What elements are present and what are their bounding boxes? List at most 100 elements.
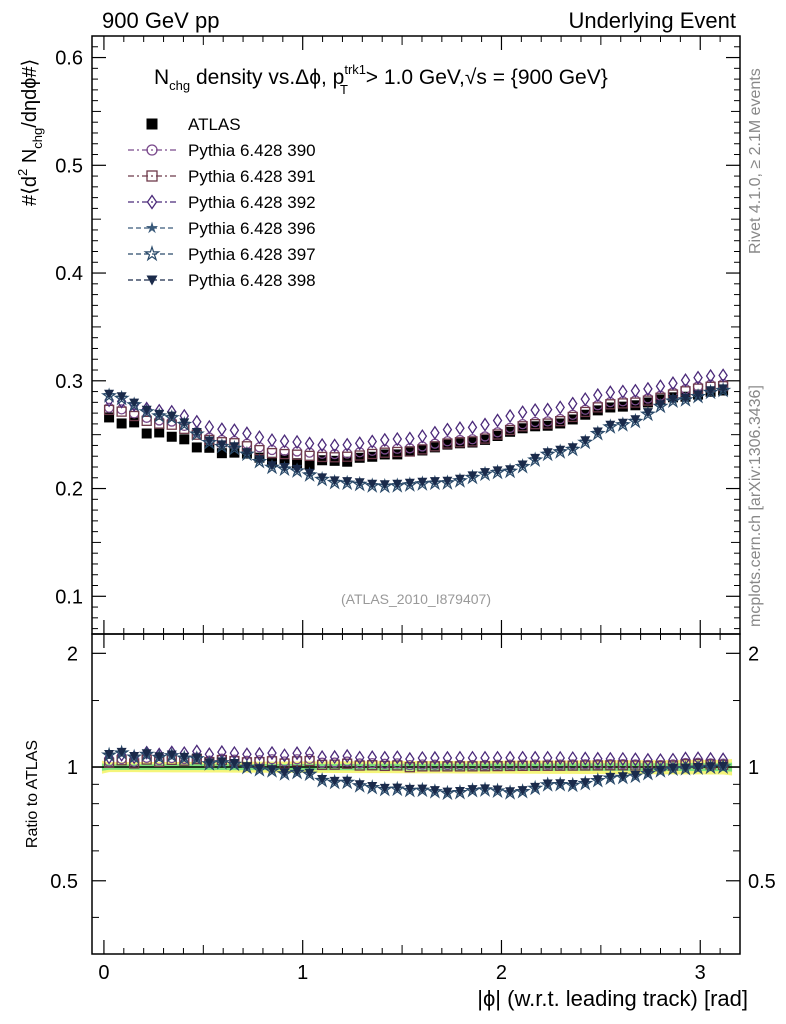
data-point <box>630 397 641 408</box>
data-point <box>154 427 165 438</box>
data-point <box>166 431 177 442</box>
legend-label: Pythia 6.428 391 <box>188 167 316 186</box>
data-point <box>266 447 278 459</box>
ratio-point <box>342 758 353 769</box>
data-point <box>317 437 327 453</box>
ratio-point <box>379 760 390 772</box>
ratio-point <box>567 760 578 771</box>
ratio-point <box>480 784 491 794</box>
ratio-point <box>467 750 478 765</box>
ratio-y-axis-label: Ratio to ATLAS <box>24 740 41 848</box>
ratio-point <box>655 765 666 775</box>
ratio-tick-label-left: 1 <box>67 757 78 779</box>
ratio-point <box>392 783 403 793</box>
ratio-point <box>605 772 616 782</box>
data-point <box>204 419 215 435</box>
data-point <box>655 400 666 410</box>
data-point <box>267 433 277 448</box>
ratio-point <box>567 751 578 766</box>
ratio-point <box>492 785 503 795</box>
data-point <box>367 448 378 460</box>
data-point <box>605 420 616 430</box>
data-point <box>580 406 591 418</box>
ratio-point <box>329 759 340 770</box>
data-point <box>492 413 503 428</box>
y-tick-label: 0.6 <box>55 48 83 70</box>
data-point <box>630 383 641 398</box>
ratio-point <box>555 779 566 789</box>
ratio-point <box>454 761 466 772</box>
ratio-point <box>593 751 603 766</box>
ratio-point <box>216 757 227 767</box>
ratio-point <box>642 768 653 778</box>
data-point <box>467 437 478 448</box>
data-point <box>404 478 415 488</box>
ratio-point <box>617 772 628 782</box>
data-point <box>693 390 704 400</box>
data-point <box>316 451 328 463</box>
data-point <box>480 468 491 478</box>
data-point <box>392 431 403 447</box>
y-axis-label: #⟨d2 Nchg/dηdϕ#⟩ <box>15 59 45 206</box>
data-point <box>254 430 265 445</box>
legend-item: ATLAS <box>146 115 241 134</box>
data-point <box>392 446 403 458</box>
ylabel-p1: #⟨d <box>19 176 41 206</box>
series-main <box>100 368 732 494</box>
title-energy: = {900 GeV} <box>487 66 608 89</box>
ratio-point <box>605 751 616 767</box>
data-point <box>141 428 152 439</box>
data-point <box>467 436 478 447</box>
ratio-series-6 <box>104 747 729 797</box>
ratio-point <box>342 748 352 764</box>
data-point <box>505 408 515 424</box>
data-point <box>442 476 453 486</box>
ratio-point <box>129 751 140 761</box>
data-point <box>279 463 290 473</box>
title-sqrt: √s <box>465 66 487 89</box>
legend-label: Pythia 6.428 392 <box>188 193 316 212</box>
data-point <box>492 466 503 476</box>
legend-marker <box>146 194 158 210</box>
data-point <box>417 477 428 487</box>
data-point <box>116 392 127 402</box>
data-point <box>317 455 328 466</box>
ratio-point <box>693 762 704 772</box>
y-tick-label: 0.2 <box>55 479 83 501</box>
legend-label: Pythia 6.428 398 <box>188 271 316 290</box>
ratio-point <box>292 766 303 776</box>
data-point <box>429 441 441 452</box>
data-point <box>530 402 540 418</box>
data-point <box>643 381 653 397</box>
ratio-point <box>492 760 503 772</box>
legend-marker <box>146 170 158 182</box>
data-point <box>229 447 240 458</box>
ratio-point <box>367 760 378 771</box>
data-point <box>492 429 503 440</box>
data-point <box>342 437 352 452</box>
data-point <box>191 442 202 453</box>
data-point <box>329 476 340 486</box>
data-point <box>217 422 227 437</box>
title-nchg: N <box>154 66 169 89</box>
data-point <box>204 442 215 453</box>
data-point <box>342 451 353 462</box>
ratio-point <box>354 760 365 771</box>
ratio-point <box>480 750 490 765</box>
ratio-point <box>517 750 528 765</box>
ratio-point <box>492 750 503 765</box>
data-point <box>655 379 666 394</box>
legend-label: Pythia 6.428 397 <box>188 245 316 264</box>
data-point <box>404 446 415 457</box>
ratio-point <box>718 761 729 771</box>
ratio-point <box>592 760 603 771</box>
data-point <box>505 465 516 475</box>
ratio-point <box>141 749 152 759</box>
data-point <box>429 442 440 453</box>
header-right: Underlying Event <box>568 8 736 33</box>
ratio-point <box>316 759 328 770</box>
watermark: (ATLAS_2010_I879407) <box>341 591 491 607</box>
ratio-point <box>417 761 428 772</box>
data-point <box>592 427 603 437</box>
data-point <box>104 389 115 399</box>
